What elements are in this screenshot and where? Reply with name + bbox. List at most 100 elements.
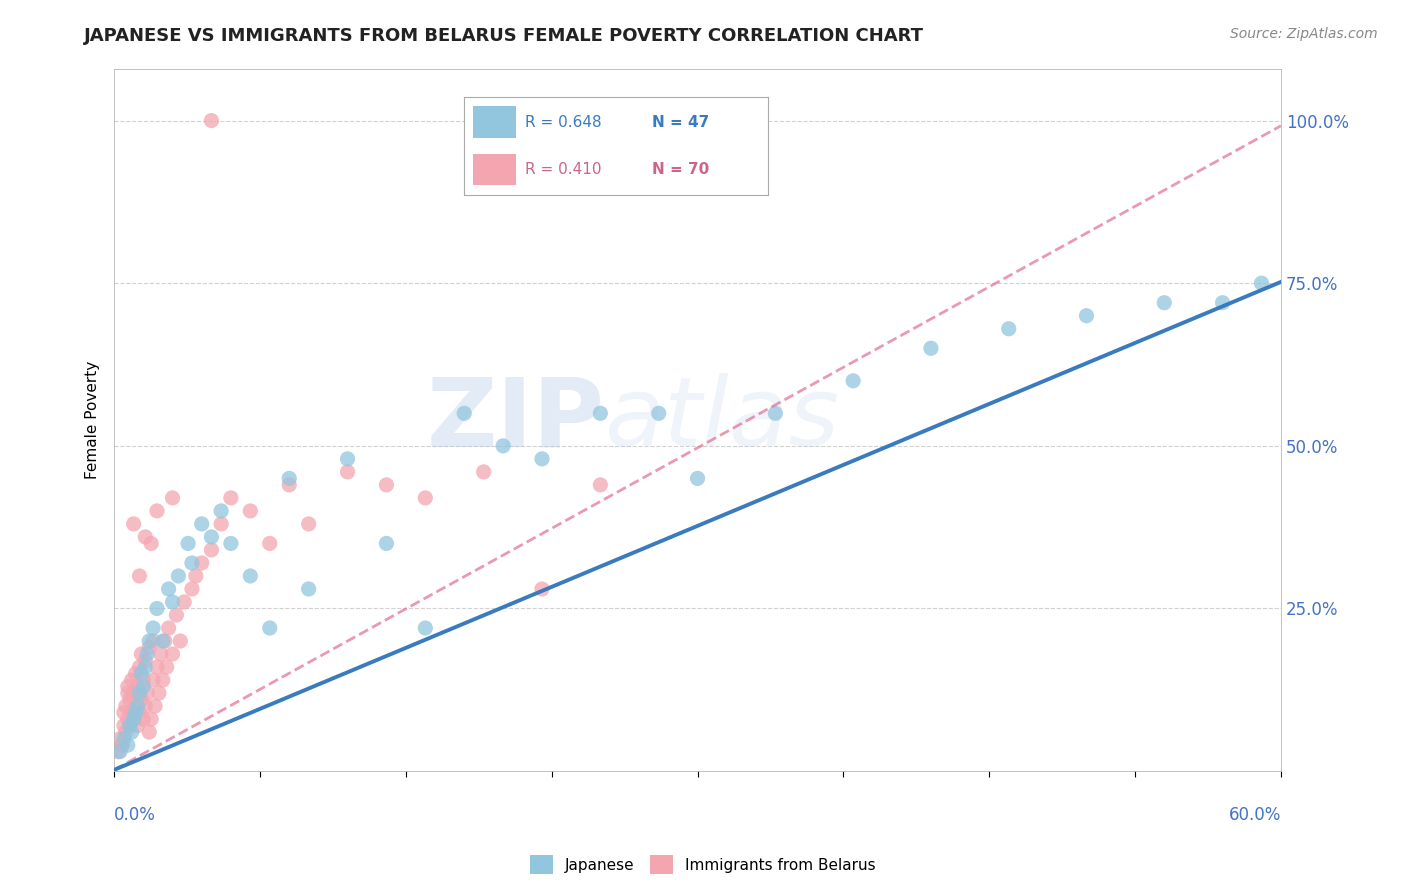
Immigrants from Belarus: [162, 491, 184, 505]
Japanese: [112, 731, 135, 746]
Immigrants from Belarus: [111, 738, 134, 752]
Immigrants from Belarus: [136, 686, 159, 700]
Japanese: [997, 322, 1019, 336]
Immigrants from Belarus: [200, 543, 222, 558]
Immigrants from Belarus: [200, 113, 222, 128]
Japanese: [842, 374, 865, 388]
Japanese: [152, 634, 174, 648]
Immigrants from Belarus: [143, 699, 166, 714]
Immigrants from Belarus: [134, 654, 156, 668]
Japanese: [278, 471, 301, 485]
Immigrants from Belarus: [131, 647, 153, 661]
Text: 60.0%: 60.0%: [1229, 806, 1281, 824]
Japanese: [219, 536, 242, 550]
Immigrants from Belarus: [152, 673, 174, 687]
Immigrants from Belarus: [181, 582, 204, 596]
Immigrants from Belarus: [165, 607, 187, 622]
Immigrants from Belarus: [132, 673, 155, 687]
Japanese: [146, 601, 169, 615]
Immigrants from Belarus: [139, 536, 162, 550]
Immigrants from Belarus: [239, 504, 262, 518]
Immigrants from Belarus: [132, 712, 155, 726]
Immigrants from Belarus: [118, 718, 141, 732]
Text: Source: ZipAtlas.com: Source: ZipAtlas.com: [1230, 27, 1378, 41]
Japanese: [530, 451, 553, 466]
Japanese: [763, 406, 786, 420]
Japanese: [375, 536, 398, 550]
Immigrants from Belarus: [142, 634, 165, 648]
Japanese: [131, 666, 153, 681]
Immigrants from Belarus: [122, 686, 145, 700]
Immigrants from Belarus: [108, 731, 131, 746]
Immigrants from Belarus: [117, 712, 139, 726]
Immigrants from Belarus: [219, 491, 242, 505]
Immigrants from Belarus: [124, 699, 146, 714]
Japanese: [136, 647, 159, 661]
Japanese: [132, 680, 155, 694]
Immigrants from Belarus: [162, 647, 184, 661]
Japanese: [686, 471, 709, 485]
Immigrants from Belarus: [121, 706, 143, 720]
Immigrants from Belarus: [111, 738, 134, 752]
Japanese: [1212, 295, 1234, 310]
Japanese: [1153, 295, 1175, 310]
Immigrants from Belarus: [259, 536, 281, 550]
Legend: Japanese, Immigrants from Belarus: Japanese, Immigrants from Belarus: [524, 849, 882, 880]
Immigrants from Belarus: [124, 666, 146, 681]
Immigrants from Belarus: [127, 718, 149, 732]
Immigrants from Belarus: [134, 699, 156, 714]
Immigrants from Belarus: [139, 712, 162, 726]
Japanese: [259, 621, 281, 635]
Japanese: [190, 516, 212, 531]
Immigrants from Belarus: [153, 634, 176, 648]
Immigrants from Belarus: [115, 699, 138, 714]
Japanese: [122, 712, 145, 726]
Text: atlas: atlas: [605, 374, 839, 467]
Japanese: [124, 706, 146, 720]
Japanese: [415, 621, 437, 635]
Japanese: [162, 595, 184, 609]
Immigrants from Belarus: [121, 673, 143, 687]
Immigrants from Belarus: [142, 673, 165, 687]
Immigrants from Belarus: [127, 680, 149, 694]
Text: ZIP: ZIP: [426, 374, 605, 467]
Japanese: [200, 530, 222, 544]
Japanese: [239, 569, 262, 583]
Immigrants from Belarus: [122, 516, 145, 531]
Immigrants from Belarus: [112, 706, 135, 720]
Immigrants from Belarus: [148, 686, 170, 700]
Immigrants from Belarus: [115, 725, 138, 739]
Japanese: [336, 451, 359, 466]
Immigrants from Belarus: [117, 686, 139, 700]
Text: JAPANESE VS IMMIGRANTS FROM BELARUS FEMALE POVERTY CORRELATION CHART: JAPANESE VS IMMIGRANTS FROM BELARUS FEMA…: [84, 27, 924, 45]
Immigrants from Belarus: [138, 640, 160, 655]
Japanese: [177, 536, 200, 550]
Immigrants from Belarus: [118, 692, 141, 706]
Japanese: [1250, 276, 1272, 290]
Immigrants from Belarus: [146, 660, 169, 674]
Japanese: [134, 660, 156, 674]
Immigrants from Belarus: [149, 647, 172, 661]
Japanese: [127, 699, 149, 714]
Immigrants from Belarus: [375, 478, 398, 492]
Immigrants from Belarus: [415, 491, 437, 505]
Immigrants from Belarus: [184, 569, 207, 583]
Immigrants from Belarus: [589, 478, 612, 492]
Y-axis label: Female Poverty: Female Poverty: [86, 360, 100, 479]
Japanese: [181, 556, 204, 570]
Immigrants from Belarus: [122, 712, 145, 726]
Immigrants from Belarus: [112, 718, 135, 732]
Japanese: [142, 621, 165, 635]
Immigrants from Belarus: [128, 569, 150, 583]
Immigrants from Belarus: [117, 680, 139, 694]
Immigrants from Belarus: [190, 556, 212, 570]
Japanese: [108, 745, 131, 759]
Japanese: [209, 504, 232, 518]
Immigrants from Belarus: [128, 660, 150, 674]
Japanese: [157, 582, 180, 596]
Immigrants from Belarus: [169, 634, 191, 648]
Immigrants from Belarus: [157, 621, 180, 635]
Japanese: [117, 738, 139, 752]
Japanese: [128, 686, 150, 700]
Immigrants from Belarus: [107, 745, 129, 759]
